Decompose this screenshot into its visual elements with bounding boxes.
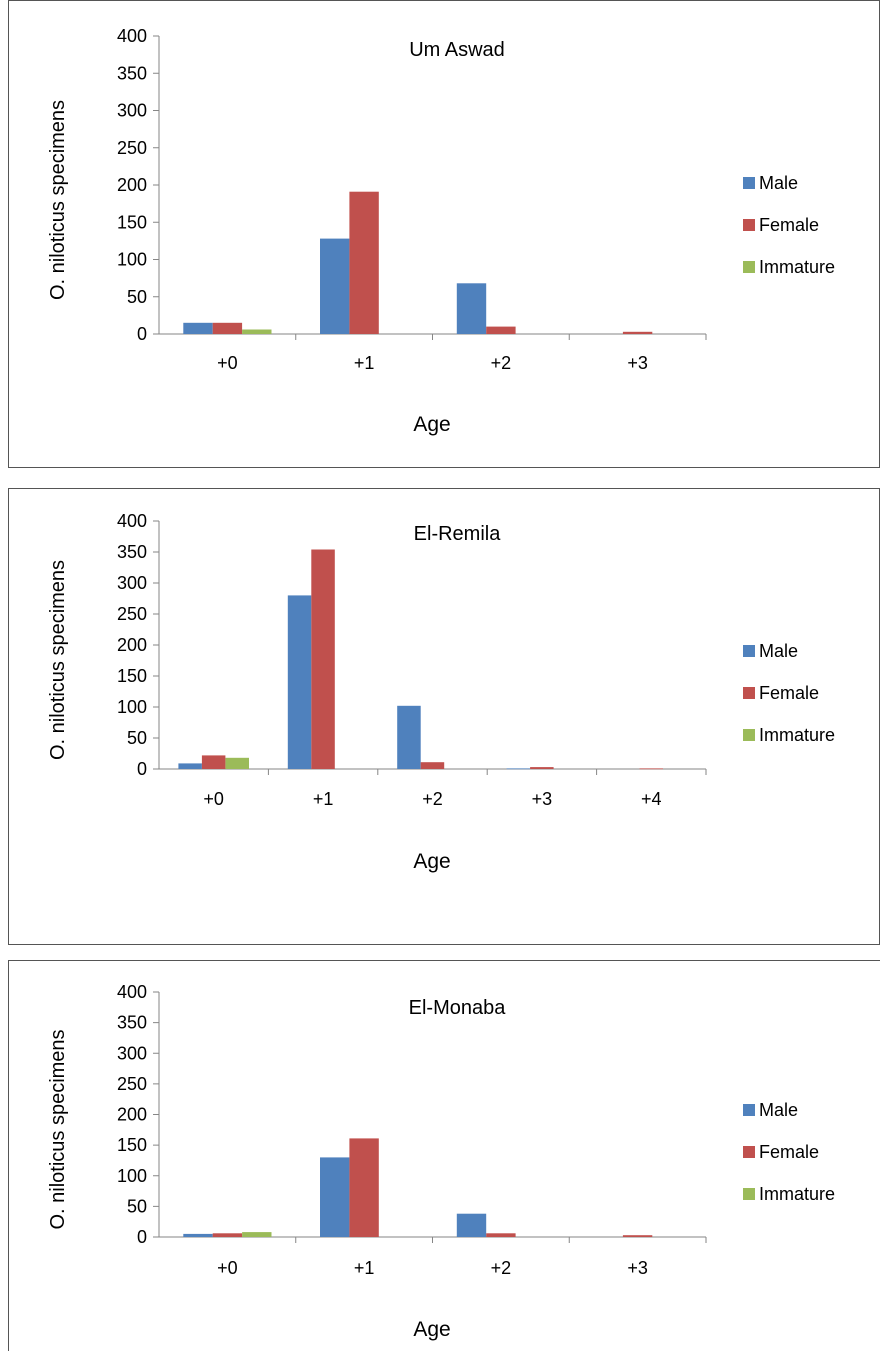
y-tick-label: 200 (117, 635, 147, 655)
chart-panel-el-remila: 400 350 300 250 200 150 100 50 0 +0 +1 +2 +3 +4 El-Rem… (8, 488, 880, 945)
bar-immature-0 (225, 757, 249, 769)
legend-swatch-male (743, 1104, 755, 1116)
y-tick-label: 300 (117, 1043, 147, 1063)
y-tick-label: 50 (127, 1196, 147, 1216)
y-tick-label: 350 (117, 1013, 147, 1033)
y-axis-label: O. niloticus specimens (47, 1029, 69, 1229)
chart-um-aswad: 400 350 300 250 200 150 100 50 0 +0 +1 +2 +3 Um Aswad… (47, 26, 835, 436)
y-tick-label: 250 (117, 604, 147, 624)
bar-female-2 (420, 762, 445, 769)
y-tick-label: 100 (117, 250, 147, 270)
legend-swatch-immature (743, 261, 755, 273)
bar-immature-0 (242, 329, 272, 334)
bar-female-3 (622, 1235, 653, 1237)
legend-swatch-immature (743, 729, 755, 741)
bar-male-2 (456, 1213, 487, 1237)
legend-swatch-female (743, 1146, 755, 1158)
chart-el-monaba: 400 350 300 250 200 150 100 50 0 +0 +1 +2 +3 El-Monab… (47, 982, 835, 1341)
y-tick-label: 100 (117, 1166, 147, 1186)
legend-swatch-male (743, 645, 755, 657)
y-tick-label: 0 (137, 324, 147, 344)
chart-el-remila: 400 350 300 250 200 150 100 50 0 +0 +1 +2 +3 +4 El-Rem… (47, 511, 835, 873)
legend-label-female: Female (759, 1142, 819, 1162)
x-axis-label: Age (413, 413, 450, 436)
bar-male-2 (397, 705, 421, 769)
y-axis-label: O. niloticus specimens (47, 100, 69, 300)
y-tick-label: 50 (127, 287, 147, 307)
x-tick-label: +1 (313, 789, 334, 809)
x-axis-label: Age (413, 1318, 450, 1341)
bar-female-3 (530, 767, 554, 769)
y-tick-label: 250 (117, 1074, 147, 1094)
x-tick-label: +1 (354, 1258, 375, 1278)
legend-label-immature: Immature (759, 257, 835, 277)
y-axis-label: O. niloticus specimens (47, 560, 69, 760)
x-tick-label: +2 (491, 353, 512, 373)
chart-title: El-Remila (414, 523, 502, 545)
chart-title: El-Monaba (409, 997, 507, 1019)
y-tick-label: 0 (137, 759, 147, 779)
x-tick-label: +0 (217, 1258, 238, 1278)
legend-label-male: Male (759, 641, 798, 661)
y-tick-label: 300 (117, 101, 147, 121)
legend-swatch-female (743, 687, 755, 699)
y-tick-label: 150 (117, 1135, 147, 1155)
y-tick-label: 350 (117, 63, 147, 83)
chart-panel-um-aswad: 400 350 300 250 200 150 100 50 0 +0 +1 +2 +3 Um Aswad… (8, 0, 880, 468)
bar-female-2 (486, 326, 516, 334)
y-tick-label: 400 (117, 982, 147, 1002)
bar-male-0 (183, 322, 213, 334)
y-tick-label: 0 (137, 1227, 147, 1247)
x-tick-label: +4 (641, 789, 662, 809)
bar-female-0 (212, 322, 243, 334)
x-tick-label: +0 (217, 353, 238, 373)
x-tick-label: +2 (422, 789, 443, 809)
legend-label-male: Male (759, 1100, 798, 1120)
x-tick-label: +3 (627, 1258, 648, 1278)
bar-female-2 (486, 1233, 516, 1237)
legend-label-female: Female (759, 683, 819, 703)
x-tick-label: +3 (532, 789, 553, 809)
y-tick-label: 150 (117, 212, 147, 232)
x-axis-label: Age (413, 850, 450, 873)
y-tick-label: 400 (117, 26, 147, 46)
bar-female-1 (349, 191, 379, 334)
bar-female-1 (311, 549, 335, 769)
legend-label-female: Female (759, 215, 819, 235)
bar-female-0 (201, 755, 226, 769)
legend-label-immature: Immature (759, 1184, 835, 1204)
legend-swatch-male (743, 177, 755, 189)
y-tick-label: 400 (117, 511, 147, 531)
legend-swatch-immature (743, 1188, 755, 1200)
bar-male-1 (287, 595, 312, 769)
bar-male-2 (456, 283, 487, 334)
y-tick-label: 250 (117, 138, 147, 158)
y-tick-label: 150 (117, 666, 147, 686)
bar-male-1 (320, 238, 350, 334)
y-tick-label: 300 (117, 573, 147, 593)
bar-female-1 (349, 1138, 379, 1237)
bar-female-0 (212, 1233, 243, 1237)
x-tick-label: +0 (203, 789, 224, 809)
y-tick-label: 200 (117, 1105, 147, 1125)
y-tick-label: 200 (117, 175, 147, 195)
y-tick-label: 350 (117, 542, 147, 562)
x-tick-label: +1 (354, 353, 375, 373)
legend-label-immature: Immature (759, 725, 835, 745)
legend-swatch-female (743, 219, 755, 231)
chart-title: Um Aswad (409, 39, 505, 61)
bar-male-0 (178, 763, 202, 769)
bar-male-3 (506, 768, 531, 770)
legend-label-male: Male (759, 173, 798, 193)
bar-male-1 (320, 1157, 350, 1237)
bar-immature-0 (242, 1232, 272, 1237)
bar-male-0 (183, 1233, 213, 1237)
y-tick-label: 50 (127, 728, 147, 748)
bar-female-4 (639, 768, 663, 770)
x-tick-label: +3 (627, 353, 648, 373)
chart-panel-el-monaba: 400 350 300 250 200 150 100 50 0 +0 +1 +2 +3 El-Monab… (8, 960, 880, 1351)
y-tick-label: 100 (117, 697, 147, 717)
bar-female-3 (622, 331, 653, 334)
x-tick-label: +2 (491, 1258, 512, 1278)
